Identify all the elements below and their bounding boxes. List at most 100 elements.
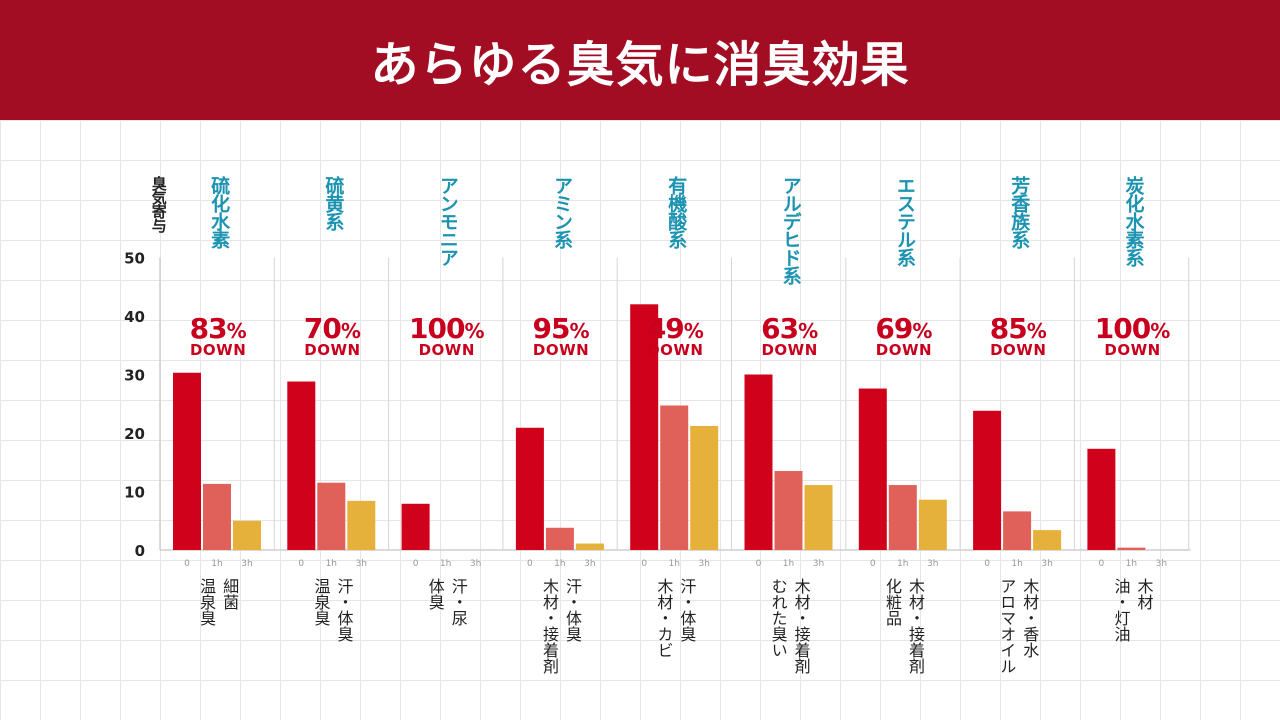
odor-source-label: 木材・香水 [1020, 578, 1040, 658]
category-label: 炭化水素系 [1122, 176, 1145, 266]
reduction-percent: 63% [733, 312, 847, 345]
x-sub-tick-label: 1h [326, 559, 337, 569]
x-sub-tick-label: 3h [927, 559, 938, 569]
bar [287, 381, 316, 550]
bar [515, 427, 544, 550]
y-tick-label: 50 [124, 250, 145, 268]
reduction-badge: 49% DOWN [618, 312, 732, 359]
reduction-value: 95 [532, 312, 571, 345]
bar [575, 543, 604, 550]
y-tick-label: 0 [135, 542, 145, 560]
x-sub-tick-label: 0 [1099, 559, 1105, 569]
x-sub-tick-label: 3h [584, 559, 595, 569]
bar [690, 425, 719, 550]
down-label: DOWN [418, 341, 475, 359]
bar [660, 405, 689, 550]
x-sub-tick-label: 0 [527, 559, 533, 569]
reduction-value: 100 [1094, 312, 1151, 345]
x-sub-tick-label: 0 [413, 559, 419, 569]
x-sub-tick-label: 3h [698, 559, 709, 569]
reduction-value: 85 [989, 312, 1028, 345]
reduction-percent: 69% [847, 312, 961, 345]
odor-source-label: 温泉臭 [311, 578, 331, 626]
bar [401, 503, 430, 550]
x-sub-tick-label: 1h [1011, 559, 1022, 569]
x-sub-tick-label: 0 [870, 559, 876, 569]
reduction-percent: 70% [275, 312, 389, 345]
percent-sign: % [340, 319, 361, 343]
reduction-percent: 83% [161, 312, 275, 345]
down-label: DOWN [532, 341, 590, 359]
category-label: エステル系 [893, 176, 916, 266]
reduction-percent: 100% [1076, 312, 1190, 345]
odor-source-label: 汗・尿 [448, 578, 468, 626]
page-title: あらゆる臭気に消臭効果 [370, 37, 910, 93]
down-label: DOWN [875, 341, 933, 359]
odor-source-label: 温泉臭 [197, 578, 217, 626]
percent-sign: % [798, 319, 819, 343]
odor-source-label: 汗・体臭 [334, 578, 354, 642]
reduction-value: 83 [189, 312, 228, 345]
odor-source-label: 細菌 [220, 578, 240, 610]
reduction-value: 100 [409, 312, 465, 345]
reduction-badge: 69% DOWN [847, 312, 961, 359]
bar [973, 410, 1002, 550]
odor-source-label: 木材・接着剤 [540, 578, 560, 674]
x-sub-tick-label: 1h [211, 559, 222, 569]
down-label: DOWN [189, 341, 247, 359]
x-sub-tick-label: 1h [783, 559, 794, 569]
percent-sign: % [464, 319, 485, 343]
odor-source-label: 汗・体臭 [677, 578, 697, 642]
category-label: アルデヒド系 [779, 176, 802, 284]
down-label: DOWN [647, 341, 704, 359]
reduction-badge: 70% DOWN [275, 312, 389, 359]
x-sub-tick-label: 3h [813, 559, 824, 569]
odor-source-label: 体臭 [425, 578, 445, 610]
x-sub-tick-label: 0 [984, 559, 990, 569]
bar [317, 482, 346, 550]
x-sub-tick-label: 0 [298, 559, 304, 569]
reduction-badge: 100% DOWN [390, 312, 504, 359]
reduction-badge: 83% DOWN [161, 312, 275, 359]
bar [173, 372, 201, 550]
x-sub-tick-label: 1h [668, 559, 679, 569]
category-label: 硫黄系 [322, 176, 345, 230]
odor-source-label: 木材・接着剤 [905, 578, 925, 674]
percent-sign: % [912, 319, 933, 343]
percent-sign: % [1026, 319, 1047, 343]
x-sub-tick-label: 1h [897, 559, 908, 569]
y-tick-label: 10 [124, 484, 145, 502]
reduction-percent: 100% [390, 312, 504, 345]
category-label: 芳香族系 [1008, 176, 1031, 248]
category-label: 有機酸系 [665, 176, 688, 248]
x-sub-tick-label: 1h [1126, 559, 1137, 569]
down-label: DOWN [1104, 341, 1161, 359]
reduction-badge: 85% DOWN [961, 312, 1075, 359]
reduction-percent: 49% [618, 312, 732, 345]
reduction-badge: 63% DOWN [733, 312, 847, 359]
odor-source-label: 油・灯油 [1111, 578, 1131, 642]
bar [918, 499, 947, 550]
bar [774, 471, 803, 550]
category-label: 硫化水素 [208, 176, 231, 248]
percent-sign: % [1150, 319, 1171, 343]
y-tick-label: 30 [124, 367, 145, 385]
reduction-badge: 95% DOWN [504, 312, 618, 359]
percent-sign: % [569, 319, 590, 343]
bar [630, 304, 659, 550]
x-sub-tick-label: 0 [641, 559, 647, 569]
y-tick-label: 40 [124, 308, 145, 326]
odor-source-label: 木材・カビ [654, 578, 674, 658]
bar [744, 374, 773, 550]
bar [347, 500, 376, 550]
y-axis-label: 臭気寄与 [149, 176, 168, 232]
bar [1087, 448, 1116, 550]
percent-sign: % [226, 319, 247, 343]
x-sub-tick-label: 0 [184, 559, 190, 569]
bar [858, 388, 887, 550]
reduction-percent: 95% [504, 312, 618, 345]
x-sub-tick-label: 3h [241, 559, 252, 569]
odor-source-label: 木材・接着剤 [791, 578, 811, 674]
reduction-value: 70 [303, 312, 342, 345]
